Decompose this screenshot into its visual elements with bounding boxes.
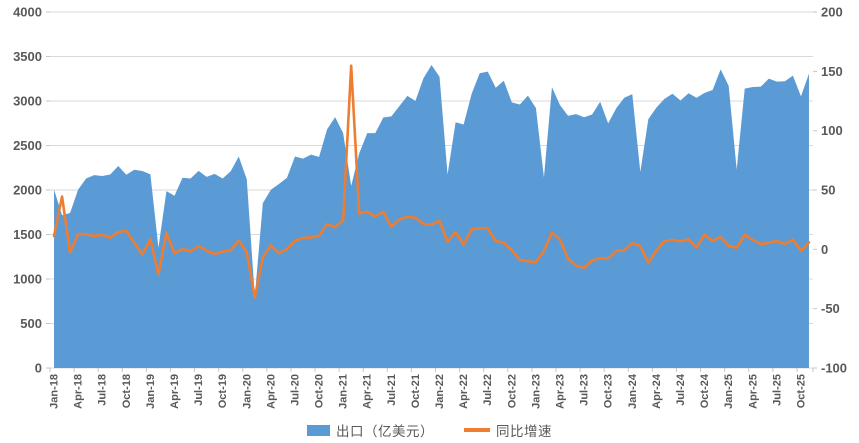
growth-line-swatch xyxy=(464,428,490,432)
right-axis-label: -50 xyxy=(821,301,840,316)
left-axis-label: 3500 xyxy=(13,49,42,64)
x-axis-label: Apr-25 xyxy=(747,374,759,409)
left-axis-label: 1000 xyxy=(13,272,42,287)
left-axis-label: 1500 xyxy=(13,227,42,242)
exports-legend-label: 出口（亿美元） xyxy=(336,424,434,439)
x-axis-label: Apr-24 xyxy=(651,373,663,409)
x-axis-label: Jan-20 xyxy=(241,374,253,409)
x-axis-label: Apr-22 xyxy=(458,374,470,409)
right-axis-label: 0 xyxy=(821,242,828,257)
x-axis-label: Jul-23 xyxy=(579,374,591,406)
x-axis-label: Jan-23 xyxy=(530,374,542,409)
x-axis-label: Jul-25 xyxy=(771,374,783,406)
left-axis-label: 500 xyxy=(20,316,42,331)
x-axis-label: Apr-20 xyxy=(265,374,277,409)
x-axis-label: Oct-25 xyxy=(795,374,807,408)
legend-item-exports: 出口（亿美元） xyxy=(307,420,434,440)
right-axis-label: -100 xyxy=(821,361,847,376)
right-axis-label: 100 xyxy=(821,123,843,138)
x-axis-label: Oct-24 xyxy=(699,373,711,408)
growth-legend-label: 同比增速 xyxy=(496,424,552,439)
x-axis-label: Apr-19 xyxy=(169,374,181,409)
right-axis-label: 200 xyxy=(821,5,843,20)
x-axis-label: Jan-24 xyxy=(627,373,639,409)
x-axis-label: Jan-18 xyxy=(49,374,61,409)
x-axis-label: Oct-19 xyxy=(217,374,229,408)
exports-area-series xyxy=(54,64,809,368)
x-axis-label: Apr-18 xyxy=(73,374,85,409)
x-axis-label: Jan-21 xyxy=(338,374,350,409)
x-axis-label: Jan-22 xyxy=(434,374,446,409)
left-axis-label: 0 xyxy=(35,361,42,376)
left-axis-label: 2500 xyxy=(13,138,42,153)
x-axis-label: Jul-18 xyxy=(97,374,109,406)
left-axis-label: 4000 xyxy=(13,5,42,20)
x-axis-label: Jan-19 xyxy=(145,374,157,409)
legend-item-growth: 同比增速 xyxy=(464,420,552,440)
left-axis-label: 3000 xyxy=(13,94,42,109)
x-axis-label: Oct-21 xyxy=(410,374,422,408)
x-axis-label: Oct-18 xyxy=(121,374,133,408)
left-axis-label: 2000 xyxy=(13,183,42,198)
legend: 出口（亿美元） 同比增速 xyxy=(0,418,859,442)
x-axis-label: Apr-21 xyxy=(362,374,374,409)
x-axis-label: Apr-23 xyxy=(555,374,567,409)
x-axis-label: Jan-25 xyxy=(723,374,735,409)
exports-area-swatch xyxy=(307,424,330,436)
right-axis-label: 150 xyxy=(821,64,843,79)
x-axis-label: Jul-21 xyxy=(386,374,398,406)
x-axis-label: Oct-23 xyxy=(603,374,615,408)
x-axis-label: Jul-19 xyxy=(193,374,205,406)
x-axis-label: Jul-22 xyxy=(482,374,494,406)
x-axis-label: Oct-22 xyxy=(506,374,518,408)
x-axis-label: Jul-24 xyxy=(675,373,687,406)
growth-line-series xyxy=(52,64,811,299)
x-axis-label: Jul-20 xyxy=(289,374,301,406)
right-axis-label: 50 xyxy=(821,183,835,198)
x-axis-label: Oct-20 xyxy=(314,374,326,408)
